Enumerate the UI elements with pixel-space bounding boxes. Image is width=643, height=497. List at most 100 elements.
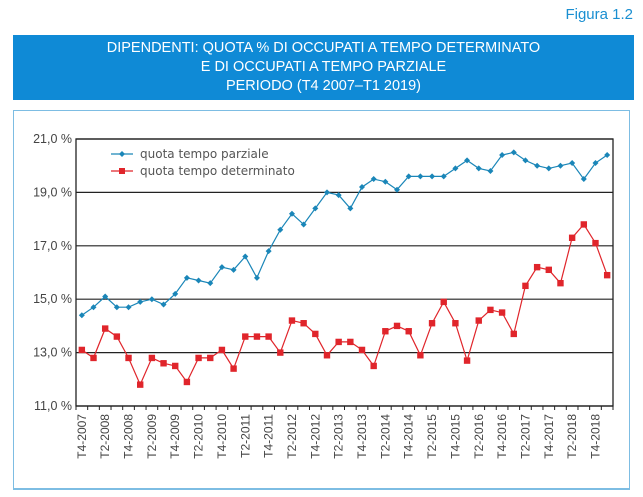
- data-point-determinato: [592, 239, 599, 247]
- data-point-parziale: [534, 162, 541, 169]
- data-point-parziale: [592, 160, 599, 167]
- x-tick-label: T4-2014: [402, 414, 416, 459]
- data-point-parziale: [580, 176, 587, 183]
- chart-title-banner: DIPENDENTI: QUOTA % DI OCCUPATI A TEMPO …: [13, 35, 634, 100]
- figure-label: Figura 1.2: [565, 6, 633, 23]
- x-tick-label: T4-2017: [542, 414, 556, 459]
- data-point-parziale: [475, 165, 482, 172]
- data-point-determinato: [230, 365, 237, 372]
- data-point-parziale: [90, 304, 97, 311]
- data-point-determinato: [370, 362, 377, 370]
- data-point-determinato: [242, 333, 249, 340]
- data-point-parziale: [242, 253, 249, 260]
- data-point-parziale: [183, 274, 190, 281]
- data-point-determinato: [277, 349, 284, 356]
- x-tick-label: T4-2015: [448, 414, 462, 459]
- series-line: [81, 223, 608, 387]
- data-point-determinato: [347, 338, 354, 346]
- y-tick-label: 11,0 %: [34, 399, 72, 413]
- data-point-parziale: [102, 293, 109, 300]
- x-tick-label: T4-2013: [355, 414, 369, 459]
- data-point-parziale: [522, 157, 529, 164]
- x-tick-label: T2-2018: [565, 414, 579, 459]
- title-line-3: PERIODO (T4 2007–T1 2019): [225, 78, 422, 94]
- data-point-parziale: [510, 149, 517, 156]
- x-tick-label: T2-2010: [192, 414, 206, 459]
- data-point-parziale: [569, 160, 576, 167]
- data-point-determinato: [78, 346, 86, 354]
- x-tick-label: T2-2009: [145, 414, 159, 459]
- data-point-determinato: [312, 330, 319, 338]
- legend-determinato-marker: [119, 168, 125, 174]
- data-point-determinato: [557, 279, 564, 287]
- data-point-determinato: [137, 381, 144, 388]
- y-tick-label: 13,0 %: [33, 346, 72, 360]
- data-point-parziale: [323, 189, 330, 196]
- series-determinato: [78, 221, 611, 388]
- legend: quota tempo parziale quota tempo determi…: [111, 147, 295, 178]
- data-point-parziale: [405, 173, 412, 180]
- title-line-1: DIPENDENTI: QUOTA % DI OCCUPATI A TEMPO …: [106, 40, 541, 56]
- data-point-determinato: [288, 317, 296, 324]
- data-point-determinato: [405, 328, 412, 335]
- data-point-parziale: [230, 266, 237, 273]
- data-point-parziale: [347, 205, 354, 212]
- data-point-determinato: [195, 354, 202, 362]
- x-axis-ticks: T4-2007 T2-2008 T4-2008 T2-2009 T4-2009 T2-20…: [75, 406, 614, 459]
- data-point-parziale: [312, 205, 319, 212]
- data-point-determinato: [265, 333, 272, 340]
- data-point-determinato: [113, 333, 121, 340]
- data-point-parziale: [557, 162, 564, 169]
- data-point-determinato: [440, 298, 447, 306]
- data-point-determinato: [428, 320, 436, 327]
- x-tick-label: T4-2009: [168, 414, 182, 459]
- data-point-parziale: [464, 157, 471, 164]
- data-point-determinato: [253, 333, 261, 340]
- title-line-2: E DI OCCUPATI A TEMPO PARZIALE: [200, 59, 447, 75]
- data-point-determinato: [183, 378, 191, 386]
- data-point-parziale: [125, 304, 132, 311]
- series-group: [78, 149, 611, 388]
- legend-determinato-label: quota tempo determinato: [140, 164, 295, 178]
- data-point-determinato: [90, 354, 97, 362]
- gridlines: [75, 138, 614, 407]
- data-point-parziale: [137, 298, 144, 305]
- data-point-determinato: [160, 360, 167, 367]
- data-point-parziale: [394, 186, 401, 193]
- data-point-parziale: [487, 168, 494, 175]
- data-point-determinato: [393, 322, 401, 330]
- data-point-parziale: [288, 210, 295, 217]
- data-point-parziale: [160, 301, 167, 308]
- data-point-parziale: [417, 173, 424, 180]
- data-point-determinato: [463, 357, 471, 364]
- y-tick-label: 17,0 %: [33, 239, 72, 253]
- x-tick-label: T4-2018: [588, 414, 602, 459]
- data-point-parziale: [253, 274, 260, 281]
- x-tick-label: T2-2013: [332, 414, 346, 459]
- data-point-determinato: [335, 338, 342, 346]
- chart-frame: [13, 110, 630, 490]
- data-point-parziale: [440, 173, 447, 180]
- data-point-determinato: [125, 354, 132, 362]
- data-point-determinato: [172, 362, 179, 370]
- data-point-parziale: [207, 280, 214, 287]
- x-tick-label: T2-2011: [238, 414, 252, 458]
- data-point-parziale: [382, 178, 389, 185]
- data-point-determinato: [580, 221, 588, 228]
- x-tick-label: T2-2008: [98, 414, 112, 459]
- plot-area: [75, 138, 614, 407]
- data-point-parziale: [172, 290, 179, 297]
- data-point-parziale: [429, 173, 436, 180]
- data-point-parziale: [359, 184, 366, 191]
- data-point-determinato: [148, 354, 156, 362]
- data-point-parziale: [300, 221, 307, 228]
- x-tick-label: T4-2010: [215, 414, 229, 459]
- legend-parziale-label: quota tempo parziale: [140, 147, 269, 161]
- data-point-determinato: [475, 317, 482, 324]
- data-point-determinato: [101, 325, 109, 332]
- data-point-parziale: [195, 277, 202, 284]
- data-point-determinato: [568, 234, 576, 241]
- data-point-parziale: [148, 296, 155, 303]
- data-point-determinato: [452, 320, 459, 327]
- data-point-determinato: [382, 328, 389, 335]
